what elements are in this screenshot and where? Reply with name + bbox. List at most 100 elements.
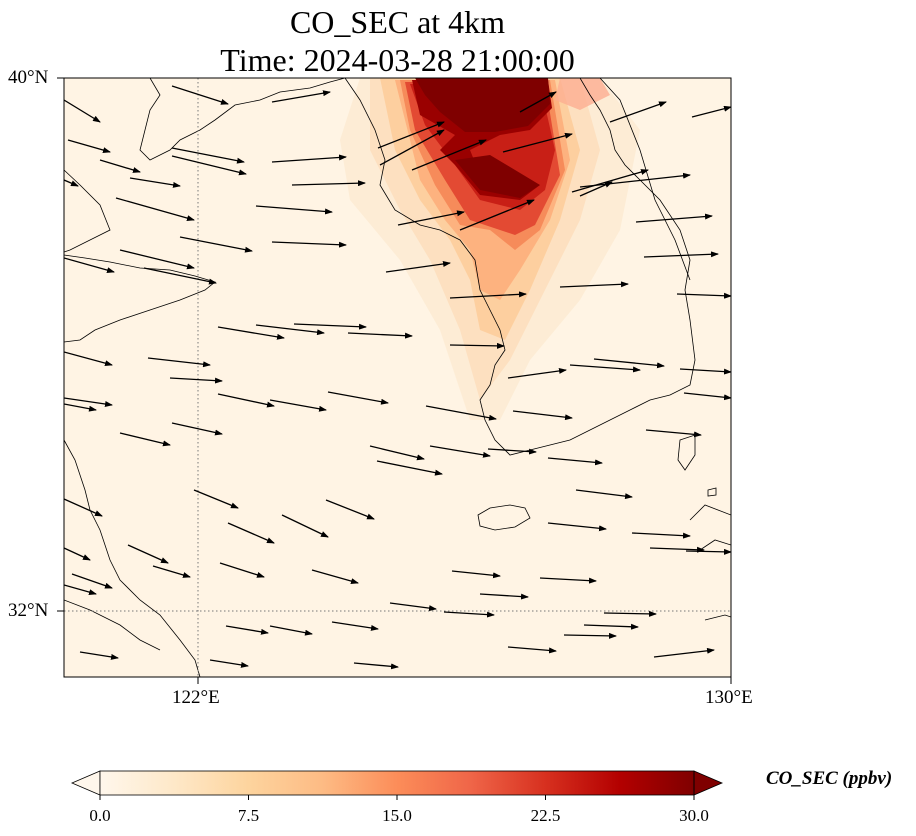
wind-arrow bbox=[609, 101, 667, 123]
wind-arrow bbox=[539, 577, 597, 584]
wind-arrow bbox=[571, 169, 649, 193]
wind-arrow bbox=[64, 403, 97, 412]
wind-arrow bbox=[563, 632, 617, 639]
wind-arrow bbox=[519, 91, 557, 113]
wind-arrow bbox=[397, 210, 465, 226]
wind-arrow bbox=[579, 172, 691, 188]
wind-arrow bbox=[429, 445, 491, 458]
lat-label-32: 32°N bbox=[8, 600, 49, 621]
wind-arrow bbox=[255, 205, 333, 215]
wind-vectors bbox=[64, 85, 731, 670]
wind-arrow bbox=[603, 610, 657, 617]
wind-arrow bbox=[379, 129, 445, 166]
wind-arrow bbox=[179, 236, 253, 253]
wind-arrow bbox=[171, 422, 223, 436]
wind-arrow bbox=[311, 569, 359, 584]
wind-arrow bbox=[487, 448, 537, 455]
wind-arrow bbox=[347, 332, 413, 339]
colorbar-tick-2: 15.0 bbox=[382, 806, 412, 825]
wind-arrow bbox=[635, 213, 713, 223]
wind-arrow bbox=[679, 368, 731, 375]
colorbar-tick-3: 22.5 bbox=[530, 806, 561, 825]
wind-arrow bbox=[64, 584, 97, 595]
colorbar-tick-4: 30.0 bbox=[679, 806, 709, 825]
wind-arrow bbox=[64, 351, 113, 367]
wind-arrow bbox=[443, 611, 495, 618]
wind-arrow bbox=[353, 662, 399, 670]
gridlines bbox=[64, 78, 731, 677]
colorbar-extend-high bbox=[693, 770, 724, 796]
wind-arrow bbox=[193, 489, 239, 509]
wind-arrow bbox=[331, 621, 379, 631]
wind-arrow bbox=[479, 593, 529, 600]
wind-arrow bbox=[64, 179, 79, 187]
wind-arrow bbox=[653, 647, 715, 658]
wind-arrow bbox=[64, 498, 103, 517]
wind-arrow bbox=[376, 460, 443, 476]
wind-arrow bbox=[377, 121, 445, 149]
map-title-line1: CO_SEC at 4km bbox=[289, 4, 506, 40]
wind-arrow bbox=[217, 393, 275, 408]
wind-arrow bbox=[593, 358, 665, 369]
wind-arrow bbox=[685, 548, 731, 555]
wind-arrow bbox=[631, 532, 691, 539]
wind-arrow bbox=[171, 147, 245, 164]
wind-arrow bbox=[449, 342, 505, 349]
wind-arrow bbox=[127, 544, 169, 564]
wind-arrow bbox=[291, 180, 366, 187]
wind-arrow bbox=[115, 197, 195, 221]
wind-arrow bbox=[369, 445, 425, 461]
wind-arrow bbox=[143, 267, 217, 285]
wind-arrow bbox=[64, 257, 115, 274]
wind-arrow bbox=[271, 90, 331, 103]
wind-arrow bbox=[269, 625, 313, 636]
lat-label-40: 40°N bbox=[8, 67, 49, 88]
wind-arrow bbox=[645, 429, 702, 438]
wind-arrow bbox=[293, 323, 367, 330]
wind-arrow bbox=[71, 573, 113, 589]
wind-arrow bbox=[583, 623, 639, 630]
wind-arrow bbox=[579, 181, 613, 197]
wind-arrow bbox=[389, 602, 437, 612]
wind-arrow bbox=[559, 281, 629, 288]
wind-arrow bbox=[643, 251, 719, 258]
wind-arrow bbox=[271, 154, 347, 163]
wind-arrow bbox=[691, 105, 731, 118]
wind-arrow bbox=[171, 155, 247, 176]
wind-arrow bbox=[507, 646, 557, 654]
coastlines bbox=[64, 78, 731, 677]
wind-arrow bbox=[147, 357, 211, 368]
co-plume bbox=[340, 78, 640, 420]
colorbar-label: CO_SEC (ppbv) bbox=[766, 768, 893, 789]
wind-arrow bbox=[327, 391, 389, 405]
colorbar-extend-low bbox=[70, 770, 101, 796]
wind-arrow bbox=[209, 659, 249, 668]
wind-arrow bbox=[119, 249, 195, 270]
wind-arrow bbox=[683, 392, 731, 401]
wind-arrow bbox=[502, 132, 573, 153]
wind-arrow bbox=[227, 522, 275, 544]
wind-arrow bbox=[129, 177, 181, 188]
wind-arrow bbox=[271, 241, 347, 248]
wind-arrow bbox=[99, 159, 141, 173]
wind-arrow bbox=[575, 489, 633, 500]
wind-arrow bbox=[325, 499, 375, 520]
wind-arrow bbox=[411, 139, 487, 171]
wind-arrow bbox=[676, 292, 731, 299]
colorbar bbox=[70, 770, 724, 800]
wind-arrow bbox=[64, 397, 113, 407]
wind-arrow bbox=[119, 432, 171, 447]
wind-arrow bbox=[79, 651, 119, 660]
wind-arrow bbox=[152, 565, 191, 578]
wind-arrow bbox=[425, 405, 497, 421]
wind-arrow bbox=[67, 139, 111, 153]
colorbar-gradient bbox=[100, 771, 694, 795]
map-title-line2: Time: 2024-03-28 21:00:00 bbox=[220, 42, 575, 78]
wind-arrow bbox=[507, 367, 567, 379]
lon-label-122: 122°E bbox=[172, 687, 220, 708]
wind-arrow bbox=[217, 326, 285, 340]
wind-arrow bbox=[255, 324, 325, 336]
wind-arrow bbox=[547, 522, 607, 532]
wind-arrow bbox=[449, 291, 527, 299]
